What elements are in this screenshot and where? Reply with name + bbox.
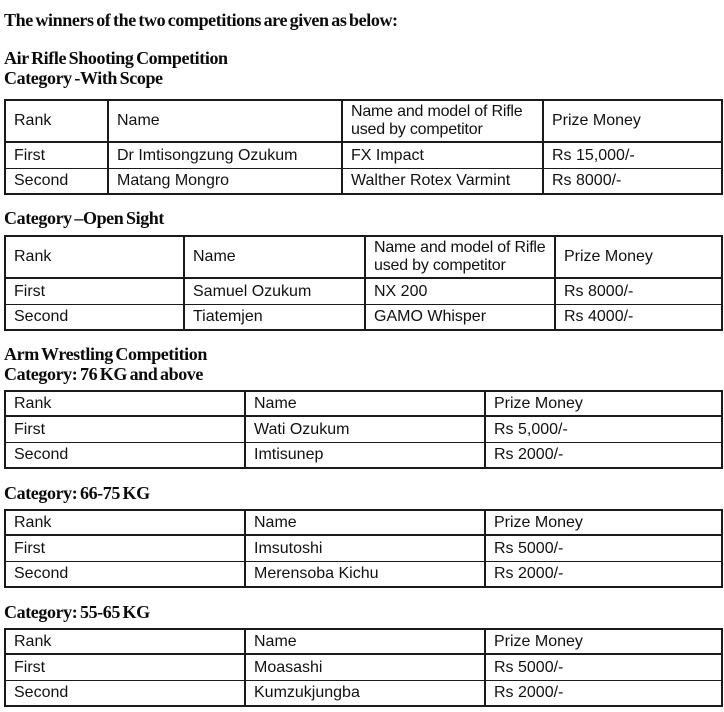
cell-rank: First [4,653,246,681]
cell-prize: Rs 5000/- [484,534,723,562]
col-header-rifle: Name and model of Rifle used by competit… [341,99,544,143]
cell-name: Merensoba Kichu [244,560,486,588]
table-header-row: Rank Name Name and model of Rifle used b… [4,99,723,143]
cell-name: Matang Mongro [107,167,343,195]
col-header-name: Name [183,235,366,279]
cell-prize: Rs 8000/- [542,167,723,195]
table-header-row: Rank Name Name and model of Rifle used b… [4,235,723,279]
col-header-name: Name [244,390,486,417]
cell-prize: Rs 8000/- [554,277,723,305]
cell-prize: Rs 2000/- [484,441,723,469]
table-55-65kg: Rank Name Prize Money First Moasashi Rs … [4,628,723,707]
cell-rifle: GAMO Whisper [364,303,556,331]
col-header-prize: Prize Money [554,235,723,279]
table-header-row: Rank Name Prize Money [4,628,723,655]
table-row: First Moasashi Rs 5000/- [4,653,723,681]
table-row: Second Tiatemjen GAMO Whisper Rs 4000/- [4,303,723,331]
cell-rank: First [4,141,109,169]
col-header-prize: Prize Money [484,628,723,655]
table-76kg-above: Rank Name Prize Money First Wati Ozukum … [4,390,723,469]
table-row: First Imsutoshi Rs 5000/- [4,534,723,562]
competition-title-arm-wrestling: Arm Wrestling Competition [4,344,207,364]
category-heading-66-75kg: Category: 66-75 KG [4,483,150,503]
table-open-sight: Rank Name Name and model of Rifle used b… [4,235,723,331]
cell-prize: Rs 15,000/- [542,141,723,169]
section-arm-wrestling-heading: Arm Wrestling Competition Category: 76 K… [4,344,720,384]
cell-prize: Rs 5000/- [484,653,723,681]
cell-rifle: NX 200 [364,277,556,305]
cell-rank: Second [4,679,246,707]
cell-rank: First [4,415,246,443]
table-with-scope: Rank Name Name and model of Rifle used b… [4,99,723,195]
cell-name: Moasashi [244,653,486,681]
cell-rank: Second [4,303,185,331]
table-row: Second Kumzukjungba Rs 2000/- [4,679,723,707]
cell-prize: Rs 5,000/- [484,415,723,443]
cell-rank: Second [4,441,246,469]
category-heading-76kg: Category: 76 KG and above [4,364,203,384]
cell-rank: First [4,534,246,562]
cell-prize: Rs 4000/- [554,303,723,331]
category-heading-open-sight: Category –Open Sight [4,208,165,228]
cell-prize: Rs 2000/- [484,679,723,707]
col-header-name: Name [244,628,486,655]
cell-name: Samuel Ozukum [183,277,366,305]
col-header-name: Name [107,99,343,143]
table-header-row: Rank Name Prize Money [4,509,723,536]
category-heading-55-65kg: Category: 55-65 KG [4,602,150,622]
cell-rank: Second [4,560,246,588]
cell-rifle: Walther Rotex Varmint [341,167,544,195]
cell-name: Wati Ozukum [244,415,486,443]
cell-name: Tiatemjen [183,303,366,331]
col-header-prize: Prize Money [542,99,723,143]
table-row: Second Imtisunep Rs 2000/- [4,441,723,469]
cell-name: Kumzukjungba [244,679,486,707]
col-header-name: Name [244,509,486,536]
category-heading-with-scope: Category -With Scope [4,68,163,88]
table-row: Second Matang Mongro Walther Rotex Varmi… [4,167,723,195]
col-header-prize: Prize Money [484,509,723,536]
table-row: First Dr Imtisongzung Ozukum FX Impact R… [4,141,723,169]
table-row: First Wati Ozukum Rs 5,000/- [4,415,723,443]
table-row: Second Merensoba Kichu Rs 2000/- [4,560,723,588]
intro-text: The winners of the two competitions are … [4,10,398,30]
col-header-rank: Rank [4,628,246,655]
cell-name: Imtisunep [244,441,486,469]
cell-name: Imsutoshi [244,534,486,562]
col-header-prize: Prize Money [484,390,723,417]
section-air-rifle-heading: Air Rifle Shooting Competition Category … [4,48,720,88]
table-header-row: Rank Name Prize Money [4,390,723,417]
cell-prize: Rs 2000/- [484,560,723,588]
col-header-rank: Rank [4,235,185,279]
col-header-rank: Rank [4,509,246,536]
col-header-rank: Rank [4,99,109,143]
cell-name: Dr Imtisongzung Ozukum [107,141,343,169]
col-header-rifle: Name and model of Rifle used by competit… [364,235,556,279]
table-66-75kg: Rank Name Prize Money First Imsutoshi Rs… [4,509,723,588]
col-header-rank: Rank [4,390,246,417]
competition-title-air-rifle: Air Rifle Shooting Competition [4,48,228,68]
cell-rank: Second [4,167,109,195]
table-row: First Samuel Ozukum NX 200 Rs 8000/- [4,277,723,305]
cell-rank: First [4,277,185,305]
cell-rifle: FX Impact [341,141,544,169]
